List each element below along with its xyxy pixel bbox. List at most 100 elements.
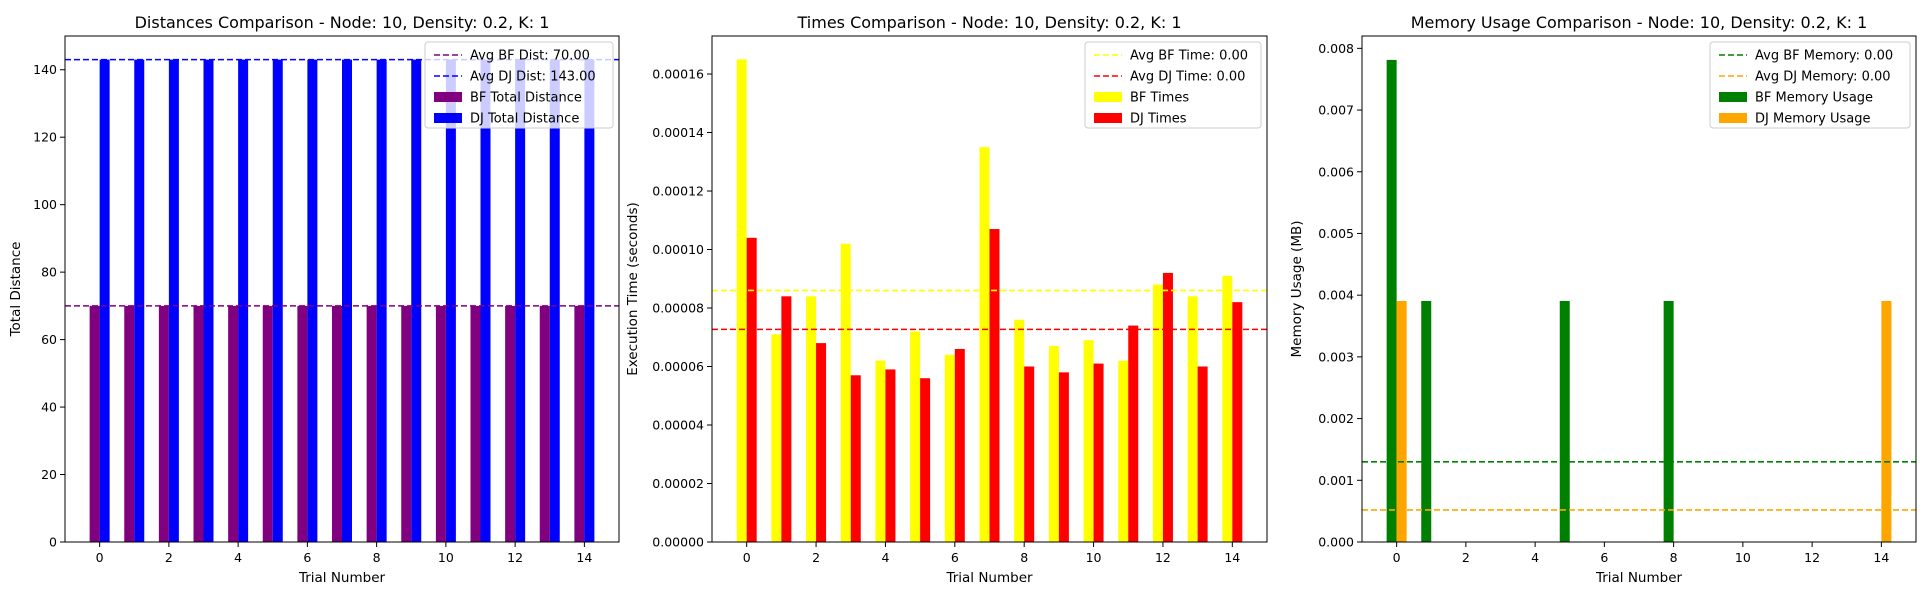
x-tick-label: 8 <box>1020 550 1028 565</box>
x-tick-label: 12 <box>1155 550 1171 565</box>
y-tick-label: 0.00002 <box>652 476 704 491</box>
bar-bf-times-14 <box>1222 275 1233 542</box>
bar-dj-total-distance-0 <box>99 59 110 543</box>
bar-bf-total-distance-13 <box>539 305 550 542</box>
chart-title: Distances Comparison - Node: 10, Density… <box>135 13 550 32</box>
legend-label: DJ Total Distance <box>470 112 579 127</box>
legend-label: Avg BF Memory: 0.00 <box>1755 49 1893 64</box>
y-tick-label: 0.006 <box>1318 164 1354 179</box>
bar-bf-total-distance-12 <box>505 305 516 542</box>
y-tick-label: 140 <box>33 62 57 77</box>
x-tick-label: 8 <box>1670 550 1678 565</box>
bar-bf-total-distance-7 <box>332 305 342 542</box>
x-tick-label: 4 <box>881 550 889 565</box>
bar-bf-times-6 <box>944 354 955 542</box>
legend-label: Avg DJ Time: 0.00 <box>1130 70 1245 85</box>
bar-dj-times-8 <box>1024 366 1035 542</box>
plot-frame <box>711 35 1268 543</box>
legend-bar-swatch <box>1719 113 1747 123</box>
chart-panel-1: Times Comparison - Node: 10, Density: 0.… <box>625 13 1268 586</box>
legend-label: BF Total Distance <box>470 91 582 106</box>
y-axis-label: Execution Time (seconds) <box>625 202 641 376</box>
legend-box <box>424 41 614 129</box>
chart-panel-2: Memory Usage Comparison - Node: 10, Dens… <box>1289 13 1917 586</box>
legend-bar-swatch <box>434 92 462 102</box>
y-tick-label: 80 <box>41 265 57 280</box>
bar-bf-total-distance-4 <box>228 305 239 542</box>
chart-panel-0: Distances Comparison - Node: 10, Density… <box>8 13 620 586</box>
y-tick-label: 0.00016 <box>652 67 704 82</box>
x-tick-label: 8 <box>373 550 381 565</box>
x-tick-label: 4 <box>1531 550 1539 565</box>
bar-bf-times-11 <box>1118 360 1129 542</box>
bar-dj-times-2 <box>816 343 827 542</box>
bar-bf-total-distance-14 <box>574 305 585 542</box>
y-tick-label: 0 <box>49 535 57 550</box>
y-tick-label: 0.003 <box>1318 349 1354 364</box>
bar-dj-memory-usage-14 <box>1881 300 1892 542</box>
bar-bf-total-distance-8 <box>366 305 377 542</box>
bar-dj-times-9 <box>1058 372 1069 542</box>
legend-bar-swatch <box>434 113 462 123</box>
bar-bf-total-distance-11 <box>470 305 481 542</box>
bar-bf-memory-usage-5 <box>1559 300 1570 542</box>
x-tick-label: 2 <box>165 550 173 565</box>
y-tick-label: 0.00010 <box>652 242 704 257</box>
x-axis-label: Trial Number <box>945 570 1033 586</box>
x-tick-label: 10 <box>1086 550 1102 565</box>
legend: Avg BF Memory: 0.00 Avg DJ Memory: 0.00 BF… <box>1709 41 1911 129</box>
legend: Avg BF Dist: 70.00 Avg DJ Dist: 143.00 BF … <box>424 41 614 129</box>
x-tick-label: 14 <box>1873 550 1889 565</box>
x-tick-label: 6 <box>951 550 959 565</box>
x-tick-label: 2 <box>1462 550 1470 565</box>
bar-dj-total-distance-3 <box>203 59 214 543</box>
bar-dj-times-12 <box>1162 272 1173 542</box>
y-tick-label: 0.002 <box>1318 411 1354 426</box>
legend-bar-swatch <box>1094 113 1122 123</box>
x-axis-label: Trial Number <box>1595 570 1683 586</box>
bar-dj-total-distance-2 <box>168 59 179 543</box>
y-tick-label: 40 <box>41 400 57 415</box>
x-tick-label: 0 <box>743 550 751 565</box>
legend-bar-swatch <box>1094 92 1122 102</box>
bar-bf-total-distance-5 <box>262 305 273 542</box>
bar-bf-times-0 <box>736 59 747 543</box>
legend-label: Avg BF Dist: 70.00 <box>470 49 590 64</box>
bar-dj-times-11 <box>1128 325 1139 542</box>
y-tick-label: 0.001 <box>1318 473 1354 488</box>
plot-frame <box>1361 35 1917 543</box>
legend-bar-swatch <box>1719 92 1747 102</box>
legend-label: BF Memory Usage <box>1755 91 1873 106</box>
x-tick-label: 10 <box>438 550 454 565</box>
bar-bf-memory-usage-8 <box>1663 300 1674 542</box>
x-tick-label: 0 <box>1393 550 1401 565</box>
x-tick-label: 6 <box>303 550 311 565</box>
bar-dj-times-7 <box>989 229 1000 543</box>
bar-dj-times-3 <box>850 375 861 542</box>
bar-dj-total-distance-4 <box>238 59 249 543</box>
y-tick-label: 0.008 <box>1318 41 1354 56</box>
bar-bf-times-9 <box>1048 346 1059 542</box>
legend-box <box>1084 41 1262 129</box>
bar-dj-total-distance-13 <box>549 59 560 543</box>
y-tick-label: 0.00014 <box>652 125 704 140</box>
bar-bf-total-distance-2 <box>158 305 169 542</box>
bar-bf-times-3 <box>840 243 851 542</box>
bar-bf-times-2 <box>806 296 817 542</box>
bar-dj-memory-usage-0 <box>1396 300 1407 542</box>
y-tick-label: 0.000 <box>1318 535 1354 550</box>
bar-dj-total-distance-11 <box>480 59 491 543</box>
legend: Avg BF Time: 0.00 Avg DJ Time: 0.00 BF Tim… <box>1084 41 1262 129</box>
y-tick-label: 0.00004 <box>652 418 704 433</box>
x-tick-label: 14 <box>576 550 592 565</box>
y-tick-label: 0.007 <box>1318 103 1354 118</box>
bar-dj-total-distance-10 <box>445 59 456 543</box>
bar-bf-times-12 <box>1152 284 1163 542</box>
bar-dj-times-1 <box>781 296 792 542</box>
x-tick-label: 4 <box>234 550 242 565</box>
y-tick-label: 120 <box>33 130 57 145</box>
bar-bf-memory-usage-0 <box>1386 59 1397 542</box>
bar-bf-times-5 <box>910 331 921 542</box>
bar-bf-total-distance-3 <box>193 305 204 542</box>
bar-bf-total-distance-10 <box>435 305 446 542</box>
